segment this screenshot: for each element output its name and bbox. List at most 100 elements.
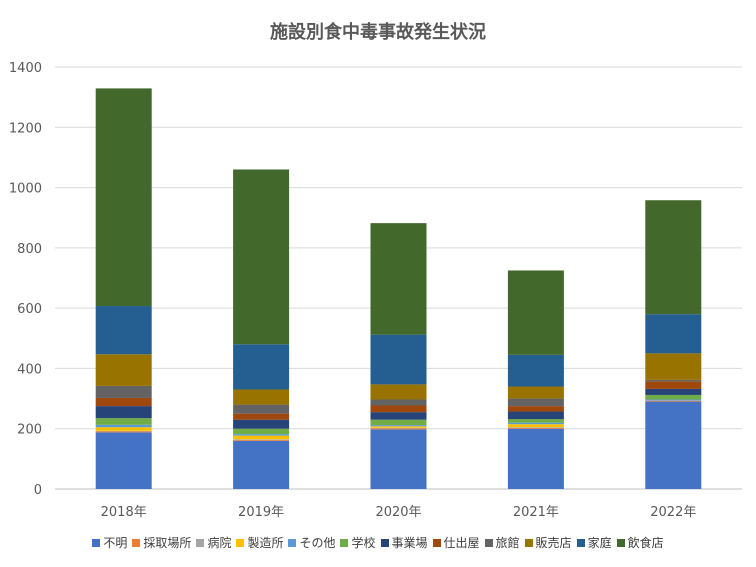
legend-swatch [288, 538, 297, 547]
legend-swatch [196, 538, 205, 547]
x-tick-label: 2019年 [238, 505, 284, 520]
bar-segment-学校-2019年 [233, 428, 290, 435]
bar-segment-採取場所-2019年 [233, 439, 290, 441]
y-tick-label: 600 [17, 302, 42, 317]
legend-item: 製造所 [236, 534, 283, 551]
bar-segment-不明-2022年 [645, 401, 702, 489]
bar-segment-飲食店-2022年 [645, 200, 702, 315]
chart-title: 施設別食中毒事故発生状況 [270, 21, 486, 43]
x-tick-label: 2020年 [375, 505, 421, 520]
chart-svg: 施設別食中毒事故発生状況 0 200 400 600 800 1000 1200 1400 20… [9, 21, 742, 520]
legend-item: 仕出屋 [432, 534, 480, 551]
legend-item: その他 [288, 534, 335, 551]
bar-segment-学校-2022年 [645, 394, 702, 400]
x-tick-label: 2021年 [513, 505, 559, 520]
legend-label: 仕出屋 [443, 536, 480, 550]
bar-segment-その他-2021年 [507, 422, 564, 425]
bar-segment-販売店-2019年 [233, 389, 290, 405]
legend-item: 学校 [340, 534, 376, 551]
legend-item: 採取場所 [132, 534, 191, 551]
legend-label: その他 [299, 536, 336, 550]
legend-label: 不明 [103, 536, 128, 550]
legend-label: 旅館 [495, 536, 520, 550]
bar-segment-家庭-2019年 [233, 344, 290, 390]
legend-label: 採取場所 [143, 536, 192, 550]
bar-segment-飲食店-2020年 [370, 223, 427, 335]
axes: 0 200 400 600 800 1000 1200 1400 2018年 2019年 2020年… [9, 61, 696, 520]
legend-item: 事業場 [380, 534, 428, 551]
legend-label: 事業場 [391, 536, 428, 550]
bar-segment-仕出屋-2018年 [95, 397, 152, 407]
y-tick-label: 200 [17, 423, 42, 438]
legend-swatch [616, 538, 625, 547]
bar-segment-不明-2018年 [95, 432, 152, 489]
legend-swatch [380, 538, 389, 547]
bar-segment-病院-2021年 [507, 427, 564, 428]
legend-item: 飲食店 [616, 534, 664, 551]
bar-segment-その他-2018年 [95, 424, 152, 428]
bar-segment-病院-2022年 [645, 400, 702, 401]
bar-segment-旅館-2020年 [370, 399, 427, 406]
legend-label: 学校 [351, 536, 376, 550]
legend-item: 家庭 [576, 534, 612, 551]
bar-stack-2021年 [507, 270, 564, 489]
legend-label: 製造所 [247, 536, 284, 550]
bar-segment-飲食店-2021年 [507, 270, 564, 355]
bar-segment-その他-2020年 [370, 425, 427, 427]
bar-segment-仕出屋-2021年 [507, 406, 564, 412]
x-tick-label: 2022年 [650, 505, 696, 520]
bar-stack-2020年 [370, 223, 427, 489]
bar-segment-製造所-2019年 [233, 435, 290, 440]
bars [95, 88, 702, 489]
bar-stack-2019年 [233, 169, 290, 489]
bar-segment-仕出屋-2020年 [370, 405, 427, 413]
bar-segment-販売店-2020年 [370, 384, 427, 400]
legend-item: 病院 [196, 534, 231, 551]
legend-label: 家庭 [587, 536, 612, 550]
bar-segment-不明-2020年 [370, 429, 427, 489]
y-tick-label: 0 [34, 483, 42, 498]
legend-item: 販売店 [524, 534, 572, 551]
bar-segment-事業場-2020年 [370, 412, 427, 420]
bar-segment-病院-2018年 [95, 430, 152, 432]
bar-segment-病院-2019年 [233, 439, 290, 440]
y-tick-label: 1200 [9, 121, 42, 136]
bar-segment-その他-2022年 [645, 399, 702, 401]
bar-stack-2022年 [645, 200, 702, 489]
bar-segment-製造所-2018年 [95, 427, 152, 431]
bar-segment-仕出屋-2022年 [645, 381, 702, 389]
legend-swatch [576, 538, 585, 547]
bar-segment-採取場所-2021年 [507, 427, 564, 429]
x-tick-label: 2018年 [101, 505, 147, 520]
legend-label: 飲食店 [627, 536, 664, 550]
legend-swatch [484, 538, 493, 547]
bar-segment-旅館-2022年 [645, 379, 702, 382]
bar-segment-事業場-2019年 [233, 419, 290, 429]
bar-segment-学校-2021年 [507, 419, 564, 423]
legend-label: 病院 [207, 536, 232, 550]
bar-segment-採取場所-2022年 [645, 400, 702, 402]
bar-segment-事業場-2021年 [507, 411, 564, 420]
legend-item: 旅館 [484, 534, 520, 551]
bar-segment-仕出屋-2019年 [233, 413, 290, 420]
legend-swatch [236, 538, 245, 547]
y-tick-label: 1400 [9, 61, 42, 76]
bar-segment-家庭-2022年 [645, 314, 702, 354]
bar-segment-不明-2021年 [507, 428, 564, 489]
bar-segment-採取場所-2018年 [95, 431, 152, 433]
legend-item: 不明 [92, 534, 127, 551]
legend-swatch [340, 538, 349, 547]
bar-segment-販売店-2021年 [507, 386, 564, 399]
y-tick-label: 800 [17, 242, 42, 257]
bar-segment-病院-2020年 [370, 427, 427, 429]
bar-segment-学校-2020年 [370, 419, 427, 426]
bar-segment-家庭-2021年 [507, 354, 564, 387]
legend-swatch [432, 538, 441, 547]
legend-swatch [524, 538, 533, 547]
bar-segment-旅館-2021年 [507, 398, 564, 407]
bar-stack-2018年 [95, 88, 152, 489]
legend-label: 販売店 [535, 536, 572, 550]
y-tick-label: 400 [17, 362, 42, 377]
bar-segment-採取場所-2020年 [370, 428, 427, 430]
